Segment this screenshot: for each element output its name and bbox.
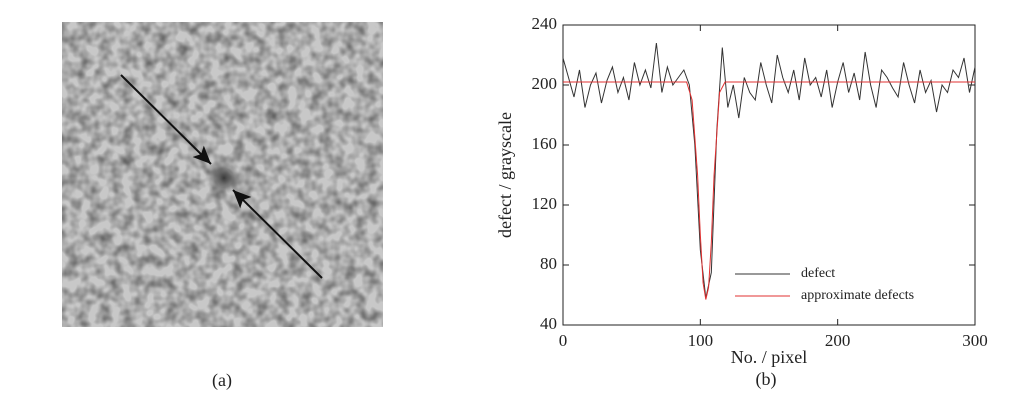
y-tick-label: 40 xyxy=(540,314,557,333)
x-tick-label: 300 xyxy=(962,331,988,350)
y-tick-label: 200 xyxy=(532,74,558,93)
legend-label: approximate defects xyxy=(801,288,914,303)
data-line xyxy=(563,81,975,300)
x-tick-label: 200 xyxy=(825,331,851,350)
x-tick-label: 100 xyxy=(688,331,714,350)
defect-image xyxy=(62,22,383,327)
x-axis-label: No. / pixel xyxy=(731,347,808,367)
data-line xyxy=(562,42,976,299)
panel-label: (a) xyxy=(212,370,232,391)
panel-label: (b) xyxy=(756,369,777,390)
y-tick-label: 240 xyxy=(532,14,558,33)
y-axis-label: defect / grayscale xyxy=(495,112,515,238)
legend-label: defect xyxy=(801,266,835,281)
x-tick-label: 0 xyxy=(559,331,568,350)
y-tick-label: 80 xyxy=(540,254,557,273)
chart: 40 80 120 160 200 240 0 100 200 300 No. / pixel def… xyxy=(495,14,988,390)
y-tick-label: 120 xyxy=(532,194,558,213)
y-tick-label: 160 xyxy=(532,134,558,153)
plot-frame xyxy=(562,24,976,326)
